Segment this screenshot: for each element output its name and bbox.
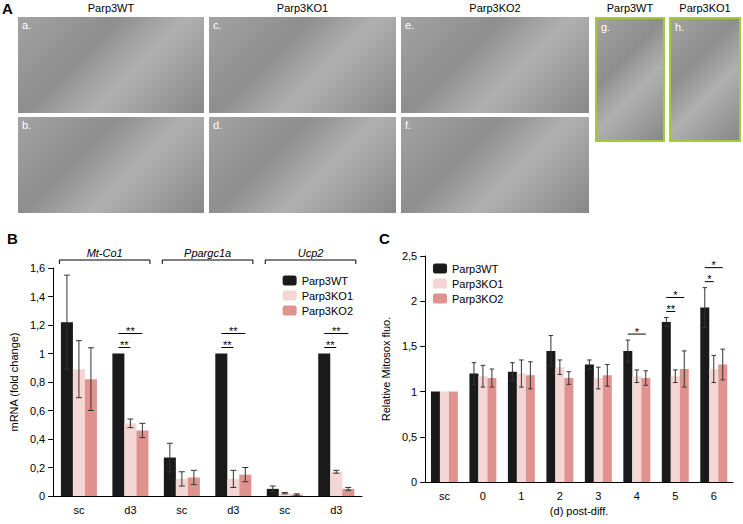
svg-text:2: 2 (557, 490, 563, 502)
svg-text:Parp3KO2: Parp3KO2 (452, 293, 503, 305)
svg-text:Parp3WT: Parp3WT (302, 275, 349, 287)
svg-text:Parp3KO1: Parp3KO1 (302, 290, 353, 302)
svg-text:1,5: 1,5 (402, 340, 417, 352)
svg-text:5: 5 (672, 490, 678, 502)
svg-text:0,6: 0,6 (30, 405, 45, 417)
svg-text:1: 1 (518, 490, 524, 502)
html-text:A: A (2, 0, 13, 17)
svg-text:0,2: 0,2 (30, 462, 45, 474)
svg-text:B: B (7, 230, 18, 247)
html-text:b.: b. (22, 119, 32, 131)
svg-text:2,5: 2,5 (402, 250, 417, 262)
html-text:Parp3KO2: Parp3KO2 (469, 2, 521, 14)
html-text:f.: f. (405, 119, 412, 131)
svg-text:*: * (712, 259, 717, 271)
svg-text:*: * (635, 326, 640, 338)
html-text:Parp3KO1: Parp3KO1 (276, 2, 329, 14)
svg-text:1: 1 (411, 386, 417, 398)
svg-text:1: 1 (39, 348, 45, 360)
html-text:g.: g. (601, 21, 611, 33)
svg-text:sc: sc (73, 504, 85, 516)
svg-text:**: ** (120, 339, 129, 351)
svg-text:(d) post-diff.: (d) post-diff. (550, 505, 609, 517)
svg-text:Relative Mitosox fluo.: Relative Mitosox fluo. (380, 317, 392, 422)
svg-text:d3: d3 (330, 504, 342, 516)
html-text:h.: h. (675, 21, 685, 33)
svg-text:*: * (673, 289, 678, 301)
svg-text:0: 0 (411, 476, 417, 488)
html-text:a.: a. (22, 19, 32, 31)
svg-text:1,4: 1,4 (30, 291, 45, 303)
svg-text:0,8: 0,8 (30, 376, 45, 388)
svg-text:1,2: 1,2 (30, 319, 45, 331)
svg-text:0: 0 (39, 490, 45, 502)
html-text:e.: e. (405, 19, 415, 31)
svg-text:**: ** (332, 325, 341, 337)
svg-text:Mt-Co1: Mt-Co1 (87, 247, 123, 259)
svg-text:C: C (379, 230, 390, 247)
svg-text:Ucp2: Ucp2 (298, 247, 324, 259)
svg-text:d3: d3 (124, 504, 136, 516)
html-text:c.: c. (213, 19, 222, 31)
html-text:Parp3WT: Parp3WT (87, 2, 135, 14)
svg-text:4: 4 (634, 490, 640, 502)
svg-text:mRNA (fold change): mRNA (fold change) (8, 332, 20, 431)
svg-text:0,5: 0,5 (402, 431, 417, 443)
svg-text:**: ** (667, 303, 676, 315)
svg-text:**: ** (326, 339, 335, 351)
svg-text:Parp3KO1: Parp3KO1 (452, 278, 503, 290)
svg-text:3: 3 (595, 490, 601, 502)
html-text:Parp3KO1: Parp3KO1 (679, 2, 731, 14)
svg-text:**: ** (126, 325, 135, 337)
svg-text:0: 0 (480, 490, 486, 502)
svg-text:sc: sc (279, 504, 291, 516)
svg-text:6: 6 (711, 490, 717, 502)
html-text:Parp3WT: Parp3WT (606, 2, 654, 14)
svg-text:1,6: 1,6 (30, 262, 45, 274)
svg-text:0,4: 0,4 (30, 433, 45, 445)
svg-text:**: ** (223, 339, 232, 351)
svg-text:**: ** (229, 325, 238, 337)
svg-text:d3: d3 (227, 504, 239, 516)
svg-text:2: 2 (411, 295, 417, 307)
svg-text:Parp3WT: Parp3WT (452, 263, 499, 275)
svg-text:Ppargc1a: Ppargc1a (184, 247, 231, 259)
svg-text:sc: sc (176, 504, 188, 516)
svg-text:Parp3KO2: Parp3KO2 (302, 305, 353, 317)
svg-text:sc: sc (439, 490, 451, 502)
html-text:d.: d. (213, 119, 223, 131)
svg-text:*: * (707, 273, 712, 285)
